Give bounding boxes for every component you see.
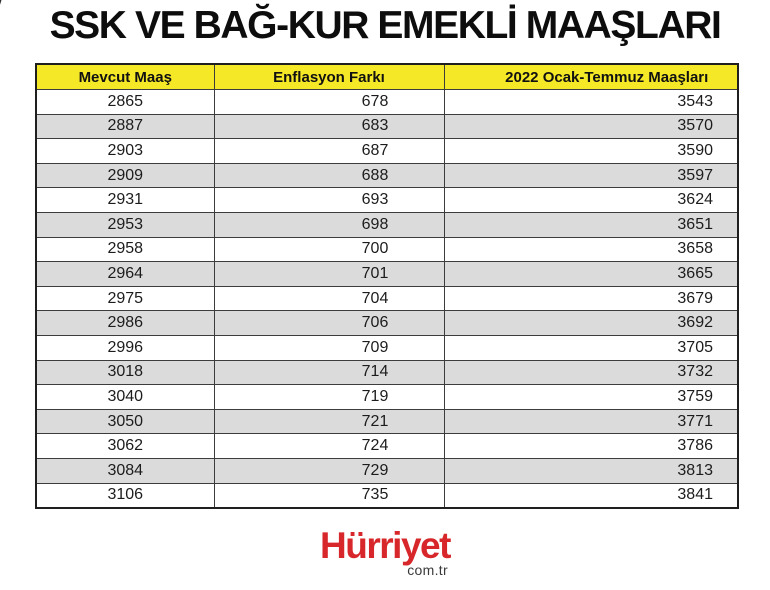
cell-enflasyon-farki: 704 [213, 285, 445, 312]
table-row: 2958 700 3658 [35, 236, 739, 263]
cell-mevcut-maas: 3084 [35, 457, 215, 484]
cell-mevcut-maas: 2903 [35, 138, 215, 164]
cell-2022-ocak-temmuz-maaslari: 3624 [443, 187, 739, 213]
cell-2022-ocak-temmuz-maaslari: 3705 [443, 334, 739, 361]
cell-2022-ocak-temmuz-maaslari: 3597 [443, 162, 739, 189]
table-row: 2931 693 3624 [35, 187, 739, 213]
cell-mevcut-maas: 2909 [35, 162, 215, 189]
table-row: 2887 683 3570 [35, 113, 739, 140]
hurriyet-logo-inner: Hürriyet com.tr [320, 525, 451, 579]
table-row: 2953 698 3651 [35, 211, 739, 238]
table-header: Mevcut Maaş Enflasyon Farkı 2022 Ocak-Te… [35, 63, 739, 90]
table-row: 3050 721 3771 [35, 408, 739, 435]
table-row: 2909 688 3597 [35, 162, 739, 189]
cell-mevcut-maas: 2953 [35, 211, 215, 238]
cell-enflasyon-farki: 700 [213, 236, 445, 263]
cell-2022-ocak-temmuz-maaslari: 3786 [443, 433, 739, 459]
table-row: 3106 735 3841 [35, 482, 739, 509]
cell-mevcut-maas: 3106 [35, 482, 215, 509]
cell-enflasyon-farki: 701 [213, 261, 445, 287]
cell-2022-ocak-temmuz-maaslari: 3590 [443, 138, 739, 164]
cell-enflasyon-farki: 693 [213, 187, 445, 213]
cell-enflasyon-farki: 706 [213, 310, 445, 336]
cell-2022-ocak-temmuz-maaslari: 3665 [443, 261, 739, 287]
table-row: 3084 729 3813 [35, 457, 739, 484]
cell-2022-ocak-temmuz-maaslari: 3658 [443, 236, 739, 263]
table-body: 2865 678 3543 2887 683 3570 2903 687 3590 2909 688… [35, 89, 739, 509]
table-row: 2996 709 3705 [35, 334, 739, 361]
cell-enflasyon-farki: 729 [213, 457, 445, 484]
hurriyet-logo-text: Hürriyet [320, 525, 451, 566]
table-row: 2903 687 3590 [35, 138, 739, 164]
cell-enflasyon-farki: 683 [213, 113, 445, 140]
cell-2022-ocak-temmuz-maaslari: 3543 [443, 89, 739, 115]
table-row: 3062 724 3786 [35, 433, 739, 459]
cell-mevcut-maas: 3040 [35, 384, 215, 410]
header-mevcut-maas: Mevcut Maaş [35, 63, 215, 90]
cell-2022-ocak-temmuz-maaslari: 3570 [443, 113, 739, 140]
cell-enflasyon-farki: 735 [213, 482, 445, 509]
table-row: 2975 704 3679 [35, 285, 739, 312]
table-row: 2964 701 3665 [35, 261, 739, 287]
hurriyet-logo: Hürriyet com.tr [0, 525, 770, 580]
table-row: 2865 678 3543 [35, 89, 739, 115]
cell-mevcut-maas: 2958 [35, 236, 215, 263]
cell-mevcut-maas: 2986 [35, 310, 215, 336]
cell-mevcut-maas: 3018 [35, 359, 215, 386]
cell-enflasyon-farki: 714 [213, 359, 445, 386]
cell-enflasyon-farki: 698 [213, 211, 445, 238]
salary-table: Mevcut Maaş Enflasyon Farkı 2022 Ocak-Te… [35, 63, 739, 510]
header-row: Mevcut Maaş Enflasyon Farkı 2022 Ocak-Te… [35, 63, 739, 90]
cell-2022-ocak-temmuz-maaslari: 3759 [443, 384, 739, 410]
cell-enflasyon-farki: 678 [213, 89, 445, 115]
cell-2022-ocak-temmuz-maaslari: 3813 [443, 457, 739, 484]
cell-mevcut-maas: 3062 [35, 433, 215, 459]
header-enflasyon-farki: Enflasyon Farkı [213, 63, 445, 90]
cell-mevcut-maas: 2975 [35, 285, 215, 312]
cell-mevcut-maas: 2865 [35, 89, 215, 115]
hurriyet-logo-domain: com.tr [407, 562, 448, 579]
cell-enflasyon-farki: 687 [213, 138, 445, 164]
cell-enflasyon-farki: 721 [213, 408, 445, 435]
table-row: 3018 714 3732 [35, 359, 739, 386]
page-title: SSK VE BAĞ-KUR EMEKLİ MAAŞLARI [49, 4, 722, 47]
cell-enflasyon-farki: 709 [213, 334, 445, 361]
table-row: 2986 706 3692 [35, 310, 739, 336]
header-2022-ocak-temmuz-maaslari: 2022 Ocak-Temmuz Maaşları [443, 63, 739, 90]
cell-2022-ocak-temmuz-maaslari: 3679 [443, 285, 739, 312]
cell-mevcut-maas: 2996 [35, 334, 215, 361]
cell-2022-ocak-temmuz-maaslari: 3841 [443, 482, 739, 509]
cell-2022-ocak-temmuz-maaslari: 3692 [443, 310, 739, 336]
cell-enflasyon-farki: 724 [213, 433, 445, 459]
cell-enflasyon-farki: 688 [213, 162, 445, 189]
cell-2022-ocak-temmuz-maaslari: 3771 [443, 408, 739, 435]
cell-enflasyon-farki: 719 [213, 384, 445, 410]
table-row: 3040 719 3759 [35, 384, 739, 410]
cell-2022-ocak-temmuz-maaslari: 3651 [443, 211, 739, 238]
cell-mevcut-maas: 3050 [35, 408, 215, 435]
cell-mevcut-maas: 2931 [35, 187, 215, 213]
cell-mevcut-maas: 2887 [35, 113, 215, 140]
cell-mevcut-maas: 2964 [35, 261, 215, 287]
cell-2022-ocak-temmuz-maaslari: 3732 [443, 359, 739, 386]
